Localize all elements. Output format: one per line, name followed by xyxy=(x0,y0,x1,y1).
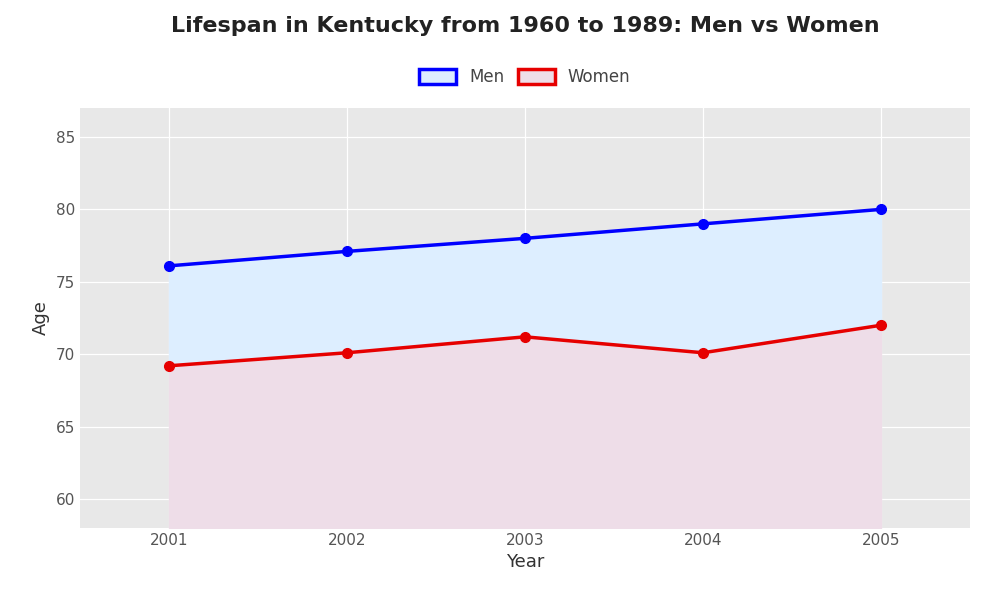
Title: Lifespan in Kentucky from 1960 to 1989: Men vs Women: Lifespan in Kentucky from 1960 to 1989: … xyxy=(171,16,879,35)
Y-axis label: Age: Age xyxy=(32,301,50,335)
X-axis label: Year: Year xyxy=(506,553,544,571)
Legend: Men, Women: Men, Women xyxy=(413,62,637,93)
